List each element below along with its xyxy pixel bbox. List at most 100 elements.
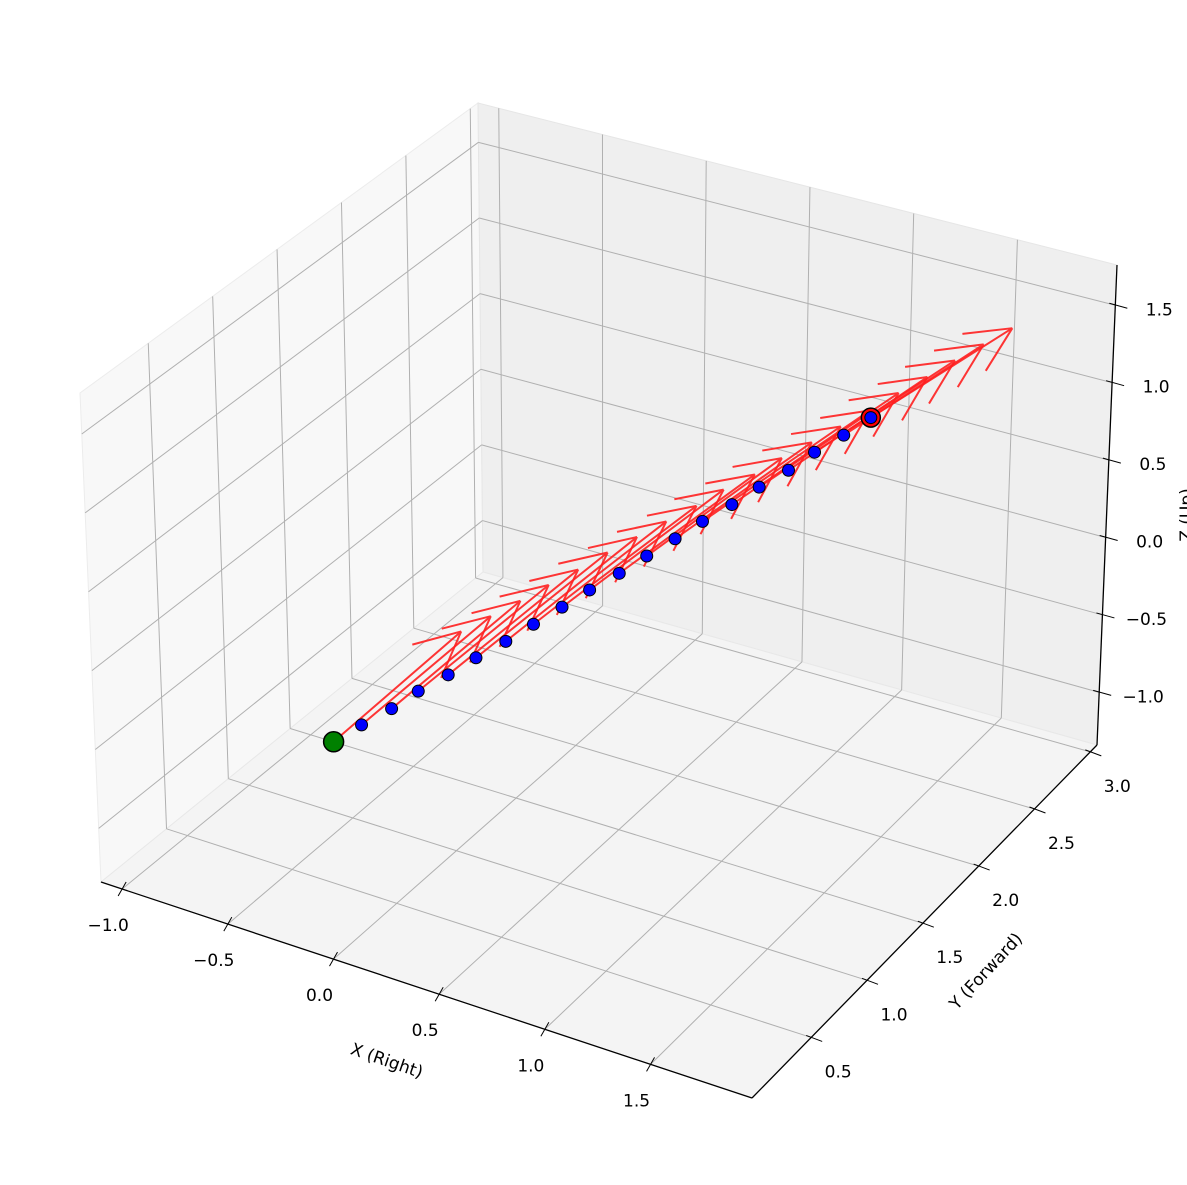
- x-tick: [540, 1022, 550, 1037]
- y-tick: [1085, 749, 1102, 757]
- arrow-head: [956, 343, 985, 388]
- z-axis-line: [1096, 264, 1118, 746]
- arrow-shaft: [417, 584, 550, 692]
- arrow-head: [933, 343, 984, 352]
- gridline-y-left: [469, 108, 477, 579]
- y-axis-label: Y (Forward): [945, 929, 1027, 1015]
- trajectory-point: [411, 684, 425, 698]
- x-tick-label: 0.5: [412, 1021, 439, 1041]
- arrow-head: [877, 376, 928, 386]
- arrow-head: [962, 327, 1013, 335]
- gridline-x-back: [901, 213, 915, 690]
- gridline-z-back: [482, 520, 1100, 693]
- trajectory-point: [555, 600, 569, 614]
- start-marker: [322, 731, 345, 753]
- arrow-head: [762, 441, 812, 452]
- trajectory-point: [725, 498, 739, 512]
- gridline-z-left: [98, 520, 483, 829]
- arrow-shaft: [332, 630, 462, 743]
- trajectory-point: [441, 668, 455, 682]
- gridline-y-floor: [289, 728, 923, 924]
- x-tick-label: −1.0: [87, 916, 128, 936]
- z-tick-label: −1.0: [1123, 687, 1164, 707]
- trajectory-point: [837, 428, 851, 442]
- z-tick: [1099, 535, 1118, 541]
- arrow-head: [904, 359, 956, 368]
- z-tick-label: −0.5: [1126, 610, 1167, 630]
- z-tick: [1096, 612, 1115, 619]
- trajectory-point: [526, 617, 540, 631]
- arrow-head: [587, 536, 638, 550]
- gridline-x-floor: [121, 577, 504, 890]
- gridline-z-left: [91, 368, 482, 672]
- trajectory-point: [355, 718, 369, 732]
- x-tick: [329, 951, 338, 967]
- z-axis-label: Z (Up): [1177, 488, 1187, 542]
- arrow-head: [616, 520, 667, 533]
- trajectory-point: [583, 583, 597, 597]
- y-tick: [861, 977, 879, 985]
- z-tick-label: 0.0: [1136, 533, 1163, 553]
- y-tick: [917, 920, 935, 928]
- trajectory-point: [469, 651, 483, 665]
- trajectory-point: [499, 634, 513, 648]
- gridline-x-floor: [227, 605, 603, 925]
- x-tick: [223, 916, 233, 932]
- trajectory-point: [781, 463, 795, 477]
- y-axis-line: [751, 744, 1098, 1099]
- arrow-head: [441, 615, 492, 630]
- trajectory-point: [385, 702, 399, 716]
- x-tick-label: 1.5: [623, 1091, 650, 1111]
- gridline-z-left: [88, 293, 481, 593]
- trajectory-point: [808, 445, 822, 459]
- x-tick: [646, 1057, 655, 1072]
- gridline-y-floor: [413, 627, 1035, 810]
- gridline-x-back: [801, 187, 811, 662]
- gridline-x-back: [1000, 239, 1018, 719]
- y-tick-label: 0.5: [825, 1062, 852, 1082]
- gridline-z-left: [81, 141, 479, 435]
- trajectory-point: [640, 549, 654, 563]
- arrow-shaft: [475, 551, 609, 659]
- x-axis-label: X (Right): [348, 1040, 426, 1083]
- gridline-x-floor: [544, 689, 902, 1030]
- y-tick-label: 1.0: [880, 1005, 907, 1025]
- y-tick: [973, 863, 990, 871]
- y-tick: [1029, 806, 1046, 814]
- axis-lines: [100, 264, 1118, 1099]
- arrow-head: [412, 630, 462, 646]
- gridline-y-left: [147, 343, 168, 829]
- y-tick-label: 3.0: [1104, 777, 1131, 797]
- tick-labels: −1.0 −0.5 0.0 0.5 1.0 1.5 0.5 1.0 1.5 2.0 2.5 3.0 −1…: [87, 300, 1172, 1111]
- x-tick: [117, 881, 127, 897]
- gridline-y-left: [340, 202, 353, 679]
- arrow-head: [499, 583, 549, 598]
- arrow-head: [790, 425, 841, 436]
- x-tick: [434, 986, 444, 1002]
- arrow-shaft: [589, 488, 725, 591]
- trajectory-point: [668, 532, 682, 546]
- gridline-z-back: [479, 293, 1109, 461]
- y-tick: [805, 1034, 823, 1042]
- arrow-shaft: [870, 327, 1013, 419]
- arrow-head: [674, 488, 724, 501]
- gridline-x-back: [701, 160, 707, 634]
- arrow-head: [529, 568, 579, 583]
- arrow-head: [558, 551, 608, 565]
- axis-panes: [79, 102, 1118, 1099]
- tick-marks: [117, 302, 1128, 1072]
- gridline-y-left: [276, 249, 291, 729]
- gridline-z-left: [84, 217, 480, 514]
- trajectory-point: [752, 480, 766, 494]
- z-tick: [1109, 302, 1128, 309]
- gridline-z-back: [479, 217, 1113, 384]
- trajectory-points: [322, 407, 882, 753]
- arrow-head: [848, 392, 899, 402]
- z-tick-label: 0.5: [1139, 455, 1166, 475]
- gridline-y-floor: [166, 828, 812, 1038]
- gridline-y-left: [212, 296, 229, 779]
- x-tick-label: 0.0: [306, 986, 333, 1006]
- trajectory-point: [612, 566, 626, 580]
- gridline-x-floor: [333, 633, 703, 960]
